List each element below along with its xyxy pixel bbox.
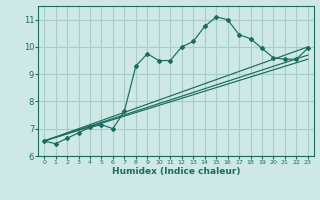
X-axis label: Humidex (Indice chaleur): Humidex (Indice chaleur): [112, 167, 240, 176]
